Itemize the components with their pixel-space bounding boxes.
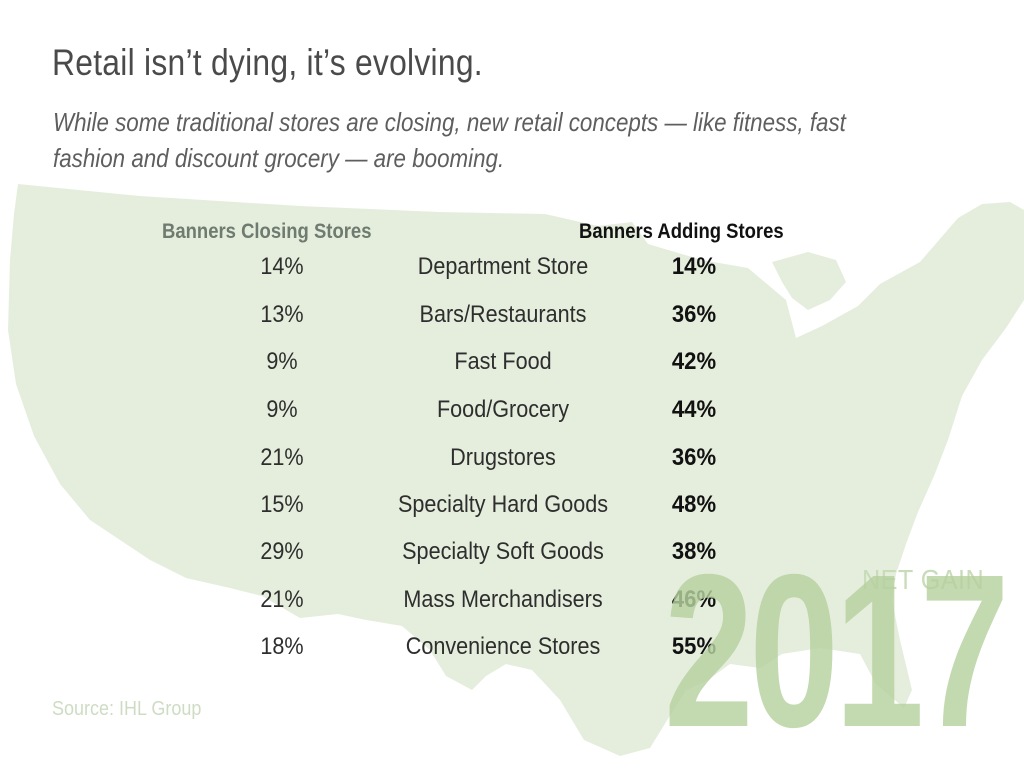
table-row: 14% Department Store 14% <box>0 253 1024 293</box>
net-gain-label: NET GAIN <box>862 564 985 595</box>
closing-value: 9% <box>266 348 298 375</box>
category-label: Specialty Hard Goods <box>397 491 609 518</box>
adding-value: 55% <box>671 633 717 660</box>
closing-value: 21% <box>260 444 304 471</box>
us-map-silhouette <box>8 184 1024 756</box>
great-lakes-shape <box>772 252 846 310</box>
category-label: Department Store <box>417 253 589 280</box>
table-row: 13% Bars/Restaurants 36% <box>0 301 1024 341</box>
adding-value: 38% <box>671 538 717 565</box>
category-label: Drugstores <box>450 444 556 471</box>
page-subtitle: While some traditional stores are closin… <box>53 107 846 173</box>
source-credit: Source: IHL Group <box>52 698 202 720</box>
table-row: 21% Drugstores 36% <box>0 444 1024 484</box>
adding-value: 48% <box>671 491 717 518</box>
table-row: 29% Specialty Soft Goods 38% <box>0 538 1024 578</box>
category-label: Specialty Soft Goods <box>402 538 604 565</box>
adding-value: 14% <box>671 253 717 280</box>
closing-value: 9% <box>266 396 298 423</box>
page-title: Retail isn’t dying, it’s evolving. <box>52 42 483 83</box>
closing-value: 18% <box>260 633 304 660</box>
closing-value: 21% <box>260 586 304 613</box>
category-label: Bars/Restaurants <box>419 301 587 328</box>
adding-value: 44% <box>671 396 717 423</box>
closing-value: 15% <box>260 491 304 518</box>
adding-value: 42% <box>671 348 717 375</box>
category-label: Food/Grocery <box>436 396 570 423</box>
adding-value: 36% <box>671 444 717 471</box>
closing-value: 29% <box>260 538 304 565</box>
table-row: 9% Fast Food 42% <box>0 348 1024 388</box>
table-row: 21% Mass Merchandisers 46% <box>0 586 1024 626</box>
category-label: Fast Food <box>454 348 552 375</box>
table-row: 18% Convenience Stores 55% <box>0 633 1024 673</box>
table-row: 9% Food/Grocery 44% <box>0 396 1024 436</box>
table-row: 15% Specialty Hard Goods 48% <box>0 491 1024 531</box>
category-label: Convenience Stores <box>405 633 601 660</box>
adding-value: 36% <box>671 301 717 328</box>
closing-column-header: Banners Closing Stores <box>162 220 372 243</box>
year-watermark: 2017 <box>664 530 1010 773</box>
closing-value: 13% <box>260 301 304 328</box>
adding-value: 46% <box>671 586 717 613</box>
closing-value: 14% <box>260 253 304 280</box>
adding-column-header: Banners Adding Stores <box>579 220 784 243</box>
category-label: Mass Merchandisers <box>403 586 603 613</box>
